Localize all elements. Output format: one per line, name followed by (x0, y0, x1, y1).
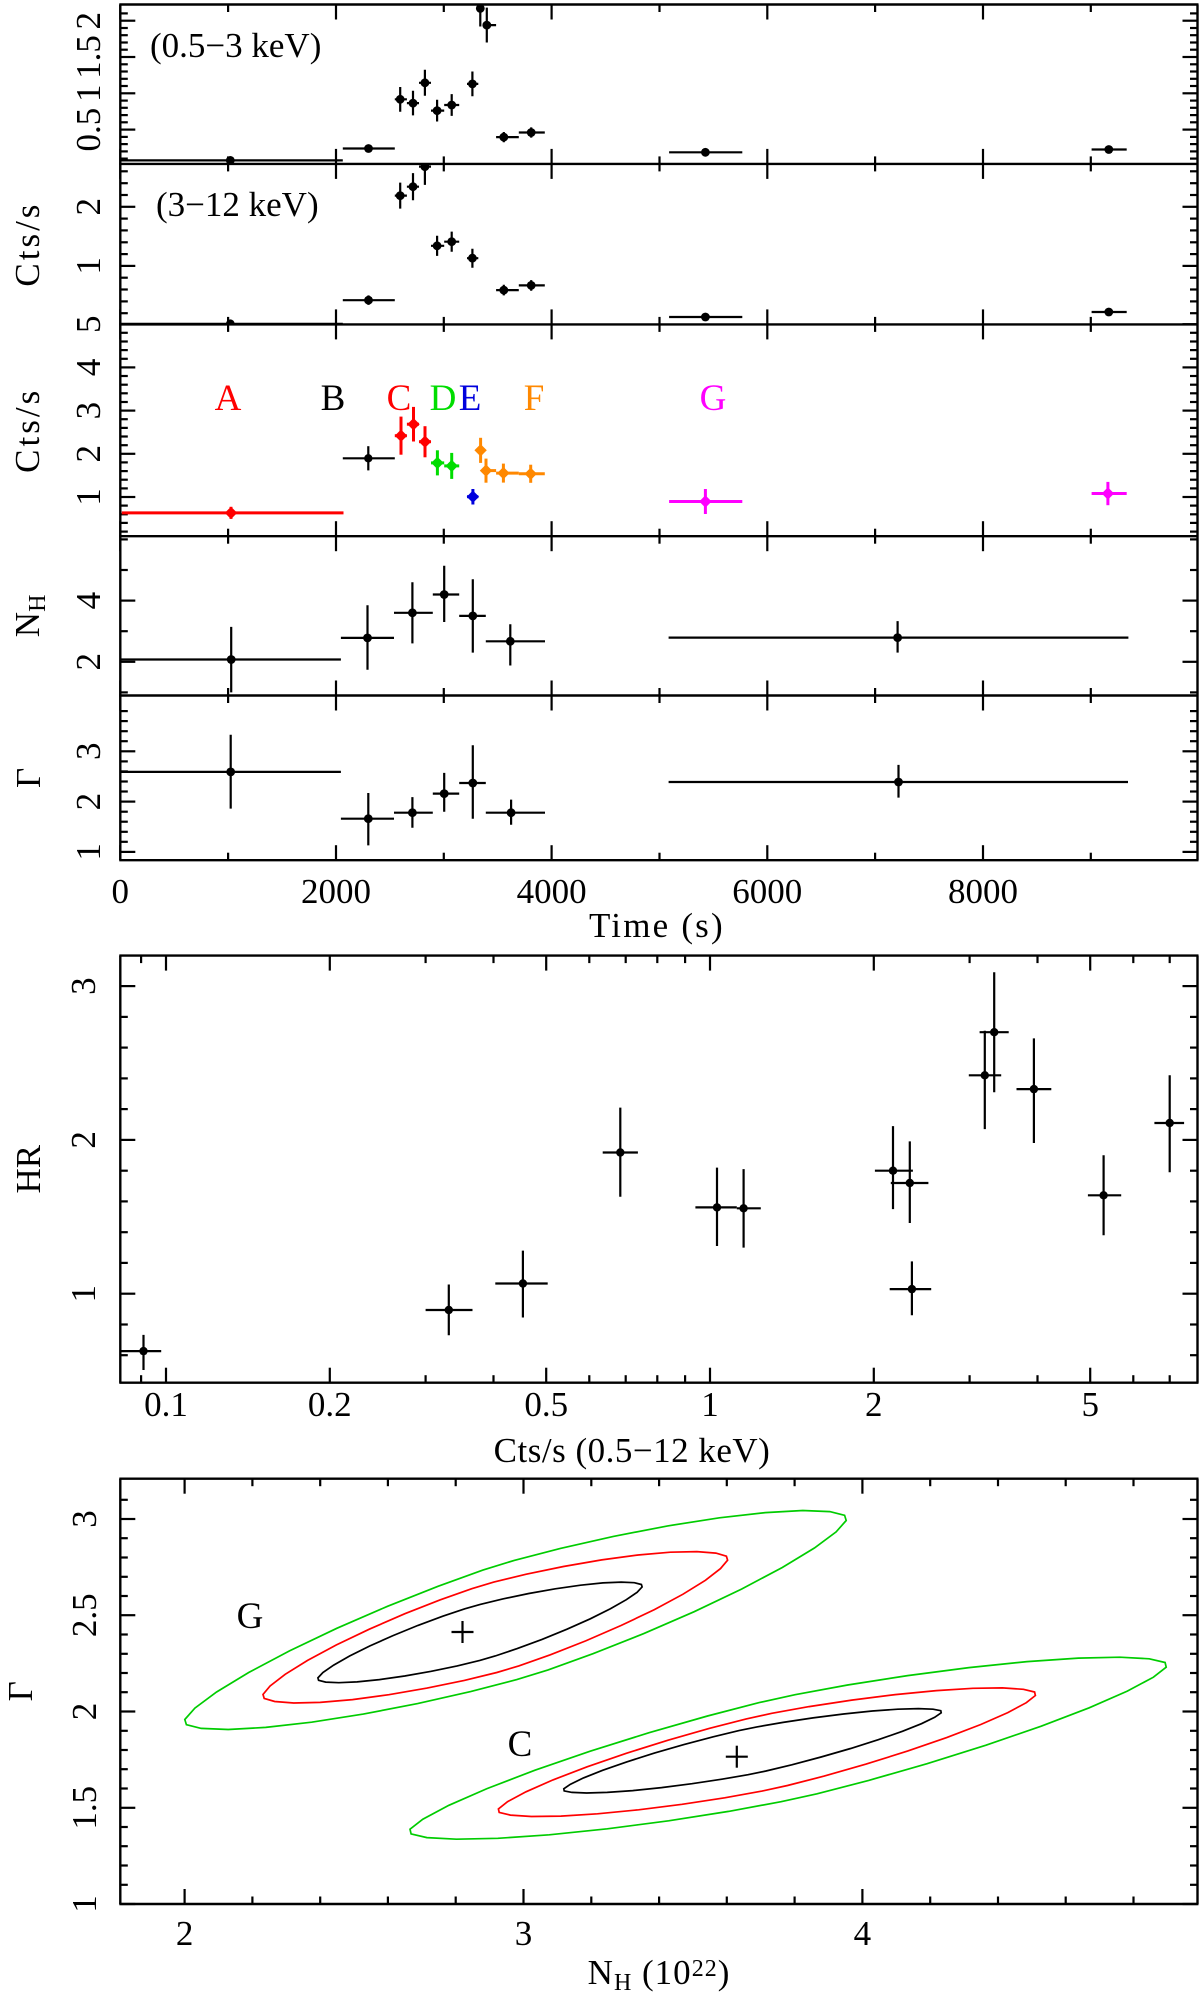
svg-text:Cts/s (0.5−12 keV): Cts/s (0.5−12 keV) (494, 1431, 771, 1470)
svg-text:4: 4 (69, 359, 108, 377)
svg-text:Γ: Γ (1, 1681, 40, 1701)
svg-text:2: 2 (64, 1131, 103, 1149)
svg-text:0.5: 0.5 (69, 108, 108, 152)
svg-text:Time (s): Time (s) (589, 906, 725, 945)
svg-text:3: 3 (64, 977, 103, 995)
svg-text:HR: HR (9, 1144, 48, 1193)
svg-text:3: 3 (69, 402, 108, 420)
svg-text:2: 2 (69, 12, 108, 30)
svg-text:0: 0 (112, 872, 130, 911)
svg-text:2: 2 (865, 1385, 883, 1424)
svg-text:4000: 4000 (517, 872, 587, 911)
svg-text:D: D (430, 378, 457, 419)
svg-text:2: 2 (69, 793, 108, 811)
svg-text:4: 4 (854, 1914, 872, 1953)
svg-text:1: 1 (69, 488, 108, 506)
svg-text:6000: 6000 (732, 872, 802, 911)
svg-text:0.2: 0.2 (308, 1385, 352, 1424)
svg-text:C: C (508, 1724, 533, 1765)
svg-text:4: 4 (69, 592, 108, 610)
svg-text:1: 1 (69, 843, 108, 861)
svg-text:2000: 2000 (301, 872, 371, 911)
svg-text:1: 1 (65, 1895, 104, 1913)
svg-text:1.5: 1.5 (65, 1786, 104, 1830)
svg-text:B: B (321, 378, 346, 419)
svg-text:1: 1 (64, 1285, 103, 1303)
svg-text:1.5: 1.5 (69, 35, 108, 79)
svg-text:1: 1 (69, 257, 108, 275)
svg-text:Γ: Γ (9, 768, 48, 788)
svg-text:2.5: 2.5 (65, 1593, 104, 1637)
svg-text:0.1: 0.1 (144, 1385, 188, 1424)
svg-text:A: A (215, 378, 242, 419)
svg-text:G: G (700, 378, 727, 419)
svg-text:2: 2 (69, 445, 108, 463)
svg-text:Cts/s: Cts/s (8, 202, 47, 287)
svg-text:1: 1 (69, 85, 108, 103)
svg-text:2: 2 (176, 1914, 194, 1953)
svg-text:3: 3 (65, 1510, 104, 1528)
svg-text:5: 5 (1081, 1385, 1099, 1424)
svg-text:3: 3 (515, 1914, 533, 1953)
svg-text:E: E (459, 378, 482, 419)
svg-text:C: C (387, 378, 412, 419)
svg-text:8000: 8000 (948, 872, 1018, 911)
svg-text:5: 5 (69, 315, 108, 333)
svg-text:2: 2 (69, 653, 108, 671)
svg-text:Cts/s: Cts/s (8, 388, 47, 473)
svg-text:(3−12 keV): (3−12 keV) (156, 185, 319, 224)
svg-text:G: G (237, 1596, 264, 1637)
svg-text:0.5: 0.5 (524, 1385, 568, 1424)
svg-text:2: 2 (65, 1703, 104, 1721)
svg-text:3: 3 (69, 743, 108, 761)
svg-text:1: 1 (701, 1385, 719, 1424)
svg-text:2: 2 (69, 198, 108, 216)
svg-text:(0.5−3 keV): (0.5−3 keV) (150, 26, 321, 65)
svg-text:F: F (524, 378, 545, 419)
